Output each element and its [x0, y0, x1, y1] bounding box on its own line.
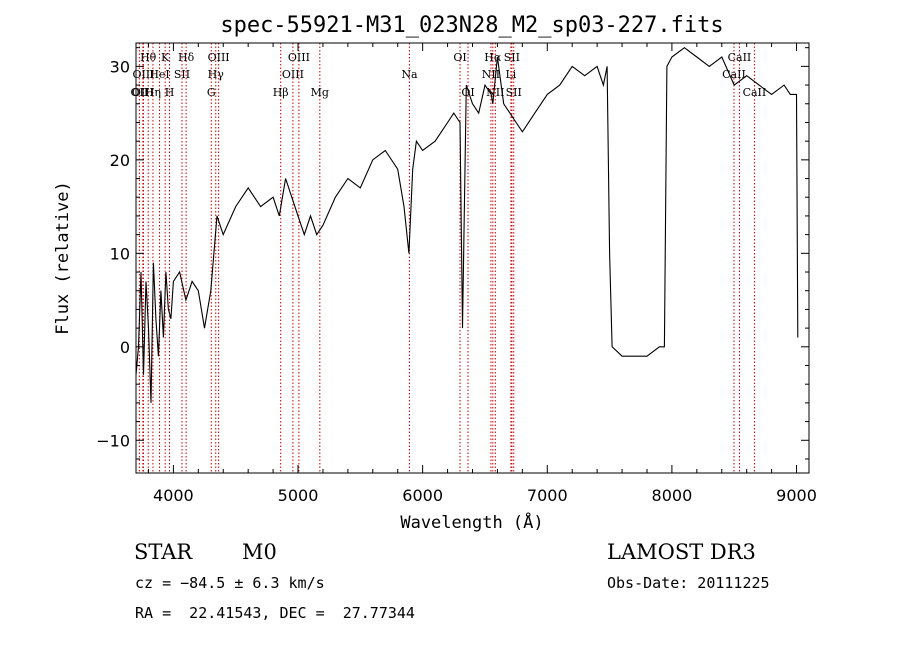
spectral-line-label: OI	[461, 86, 474, 99]
spectral-line-label: OIII	[132, 68, 154, 81]
spectral-line-label: Na	[401, 68, 418, 81]
spectral-line-label: G	[207, 86, 216, 99]
y-tick-label: 30	[110, 57, 130, 76]
y-axis-ticks: −10 0 10 20 30	[96, 47, 809, 460]
chart-title: spec-55921-M31_023N28_M2_sp03-227.fits	[220, 13, 723, 38]
x-axis-ticks: 4000 5000 6000 7000 8000 9000	[147, 43, 817, 505]
spectral-line-label: Hα	[484, 51, 502, 64]
spectral-line-label: OIII	[132, 86, 154, 99]
spectral-line-label: NII	[482, 68, 500, 81]
y-tick-label: 10	[110, 244, 130, 263]
x-tick-label: 5000	[278, 486, 319, 505]
y-tick-label: 0	[120, 338, 130, 357]
object-class: STAR	[134, 540, 193, 564]
spectral-line-label: Hδ	[178, 51, 195, 64]
x-tick-label: 6000	[402, 486, 443, 505]
spectral-line-label: OIII	[288, 51, 310, 64]
x-tick-label: 8000	[652, 486, 693, 505]
plot-frame	[135, 42, 810, 474]
x-tick-label: 4000	[153, 486, 194, 505]
x-axis-label: Wavelength (Å)	[400, 511, 543, 533]
y-tick-label: −10	[96, 431, 130, 450]
spectral-line-label: OII	[131, 86, 149, 99]
coordinates-readout: RA = 22.41543, DEC = 27.77344	[135, 604, 415, 622]
spectral-line-label: SII	[506, 86, 522, 99]
flux-series-line	[135, 47, 799, 403]
spectral-line-label: NII	[486, 86, 504, 99]
spectral-line-label: Mg	[311, 86, 329, 99]
spectral-line-label: CaII	[728, 51, 752, 64]
spectral-line-labels: OIIHθOIIIHηOIIIHeIKHSIIHδGHγOIIIHβOIIIOI…	[131, 51, 767, 99]
spectral-line-label: SII	[504, 51, 520, 64]
y-tick-label: 20	[110, 151, 130, 170]
spectral-line-label: H	[165, 86, 175, 99]
observation-date: Obs-Date: 20111225	[607, 574, 770, 592]
spectral-line-label: OIII	[282, 68, 304, 81]
spectrum-chart: spec-55921-M31_023N28_M2_sp03-227.fits O…	[53, 13, 817, 533]
survey-name: LAMOST DR3	[607, 540, 756, 564]
spectral-line-markers	[138, 43, 755, 473]
spectral-line-label: OI	[453, 51, 466, 64]
spectral-line-label: HeI	[149, 68, 169, 81]
spectral-line-label: OIII	[208, 51, 230, 64]
spectral-line-label: SII	[174, 68, 190, 81]
spectral-line-label: K	[161, 51, 170, 64]
object-subclass: M0	[242, 540, 277, 564]
y-axis-label: Flux (relative)	[53, 181, 73, 335]
redshift-readout: cz = −84.5 ± 6.3 km/s	[135, 574, 325, 592]
spectral-line-label: CaII	[743, 86, 767, 99]
spectral-line-label: Li	[505, 68, 516, 81]
spectral-line-label: Hη	[145, 86, 161, 99]
x-tick-label: 7000	[527, 486, 568, 505]
x-tick-label: 9000	[776, 486, 817, 505]
spectral-line-label: Hθ	[140, 51, 157, 64]
spectral-line-label: Hβ	[273, 86, 289, 99]
spectral-line-label: Hγ	[208, 68, 225, 81]
